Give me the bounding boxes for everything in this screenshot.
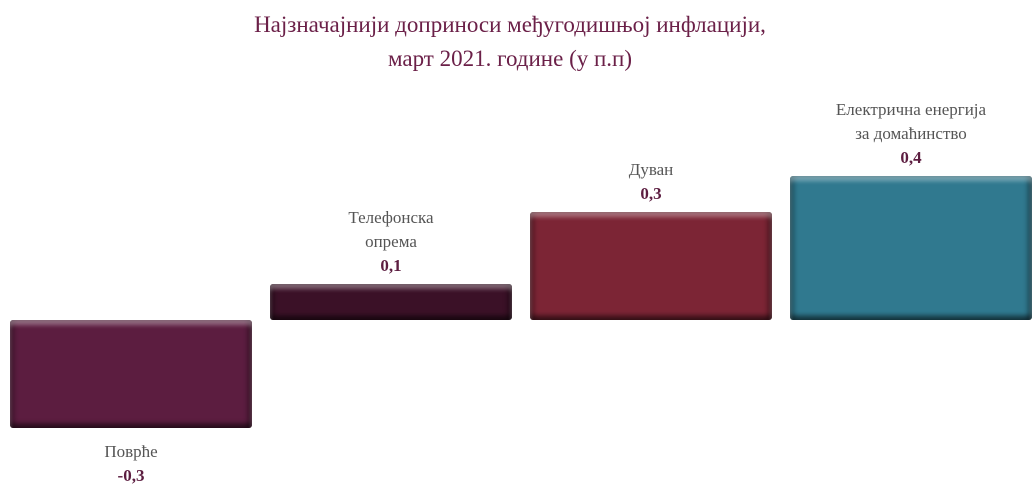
- value-label: 0,3: [640, 184, 662, 203]
- category-label: Поврће: [104, 442, 158, 461]
- bar-label: Дуван 0,3: [510, 158, 792, 206]
- bar: [10, 320, 252, 428]
- category-label: Телефонска опрема: [348, 208, 434, 251]
- bar: [790, 176, 1032, 320]
- value-label: 0,4: [900, 148, 922, 167]
- bar-label: Телефонска опрема 0,1: [250, 206, 532, 278]
- value-label: 0,1: [380, 256, 402, 275]
- value-label: -0,3: [117, 466, 145, 485]
- chart-title: Најзначајнији доприноси међугодишњој инф…: [254, 12, 766, 71]
- bar: [530, 212, 772, 320]
- category-label: Електрична енергија за домаћинство: [835, 100, 987, 143]
- category-label: Дуван: [628, 160, 674, 179]
- bar-label: Електрична енергија за домаћинство 0,4: [770, 98, 1032, 170]
- bar-label: Поврће -0,3: [0, 440, 272, 488]
- bar: [270, 284, 512, 320]
